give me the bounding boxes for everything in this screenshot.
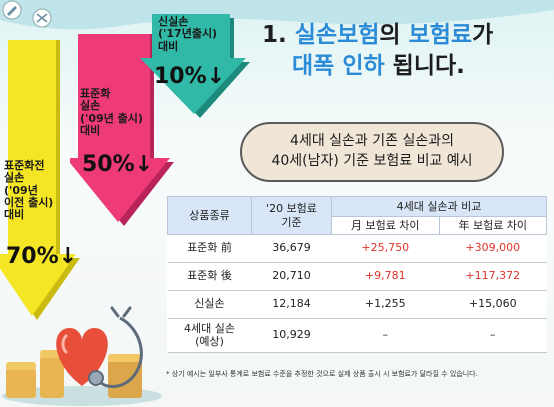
arrow-new-silson bbox=[140, 14, 250, 118]
stethoscope-icon bbox=[88, 306, 143, 388]
subtitle-line-1: 4세대 실손과 기존 실손과의 bbox=[290, 133, 454, 149]
headline-accent-silson: 실손보험 bbox=[294, 22, 380, 48]
arrow-label-new-silson: 신실손 ('17년출시) 대비 bbox=[158, 15, 218, 53]
cell-yearly-diff: +117,372 bbox=[439, 262, 547, 292]
headline-ending: 됩니다. bbox=[392, 53, 465, 80]
header-premium-2020: '20 보험료 기준 bbox=[251, 195, 332, 236]
health-finance-illustration bbox=[2, 306, 162, 406]
cell-monthly-diff: +9,781 bbox=[331, 262, 439, 292]
cell-product-type: 신실손 bbox=[167, 290, 252, 320]
arrow-percent-standardized-before: 70%↓ bbox=[6, 244, 78, 269]
premium-comparison-table: 상품종류 '20 보험료 기준 4세대 실손과 비교 月 보험료 차이 年 보험… bbox=[167, 195, 547, 354]
headline-line-2: 대폭 인하 됩니다. bbox=[262, 51, 552, 82]
arrow-standardized-before bbox=[0, 40, 80, 320]
headline-line-1: 1. 실손보험의 보험료가 bbox=[262, 20, 552, 51]
cell-yearly-diff: +15,060 bbox=[439, 290, 547, 320]
headline-particle-end: 가 bbox=[472, 22, 494, 48]
cell-monthly-diff: – bbox=[331, 318, 439, 354]
cell-product-type: 표준화 後 bbox=[167, 262, 252, 292]
header-yearly-diff: 年 보험료 차이 bbox=[438, 215, 547, 236]
header-monthly-diff: 月 보험료 차이 bbox=[331, 215, 440, 236]
table-row: 신실손 12,184 +1,255 +15,060 bbox=[167, 290, 547, 320]
arrow-percent-standardized-after: 50%↓ bbox=[82, 152, 154, 177]
cell-premium: 36,679 bbox=[251, 234, 332, 264]
table-row: 4세대 실손 (예상) 10,929 – – bbox=[167, 318, 547, 354]
arrow-percent-new-silson: 10%↓ bbox=[154, 64, 226, 89]
header-product-type: 상품종류 bbox=[167, 195, 252, 236]
headline: 1. 실손보험의 보험료가 대폭 인하 됩니다. bbox=[262, 20, 552, 82]
cell-yearly-diff: – bbox=[439, 318, 547, 354]
scissors-icon bbox=[32, 8, 52, 28]
subtitle-line-2: 40세(남자) 기준 보험료 비교 예시 bbox=[271, 153, 473, 170]
cell-product-type: 표준화 前 bbox=[167, 234, 252, 264]
headline-accent-reduction: 대폭 인하 bbox=[292, 53, 385, 80]
headline-accent-premium: 보험료 bbox=[408, 22, 473, 48]
table-row: 표준화 前 36,679 +25,750 +309,000 bbox=[167, 234, 547, 264]
arrow-label-standardized-after: 표준화 실손 ('09년 출시) 대비 bbox=[80, 87, 143, 137]
header-compare-group: 4세대 실손과 비교 bbox=[331, 196, 547, 217]
cell-product-type: 4세대 실손 (예상) bbox=[167, 318, 252, 354]
decorative-header-graphic bbox=[0, 0, 554, 30]
arrow-label-standardized-before: 표준화전 실손 ('09년 이전 출시) 대비 bbox=[4, 159, 54, 222]
cell-yearly-diff: +309,000 bbox=[439, 234, 547, 264]
headline-number: 1. bbox=[262, 22, 287, 48]
pencil-icon bbox=[2, 0, 22, 20]
footnote: * 상기 예시는 일부사 통계로 보험료 수준을 추정한 것으로 실제 상품 출… bbox=[166, 370, 478, 378]
cell-premium: 12,184 bbox=[251, 290, 332, 320]
table-row: 표준화 後 20,710 +9,781 +117,372 bbox=[167, 262, 547, 292]
comparison-subtitle: 4세대 실손과 기존 실손과의 40세(남자) 기준 보험료 비교 예시 bbox=[240, 122, 504, 182]
arrow-standardized-after bbox=[70, 34, 174, 226]
cell-premium: 10,929 bbox=[251, 318, 332, 354]
cell-monthly-diff: +1,255 bbox=[331, 290, 439, 320]
table-header-row: 상품종류 '20 보험료 기준 4세대 실손과 비교 bbox=[167, 195, 547, 236]
coin-stack-icon bbox=[6, 350, 142, 398]
cell-monthly-diff: +25,750 bbox=[331, 234, 439, 264]
cell-premium: 20,710 bbox=[251, 262, 332, 292]
table-subheader-row: 月 보험료 차이 年 보험료 차이 bbox=[168, 215, 547, 236]
headline-particle: 의 bbox=[379, 22, 401, 48]
